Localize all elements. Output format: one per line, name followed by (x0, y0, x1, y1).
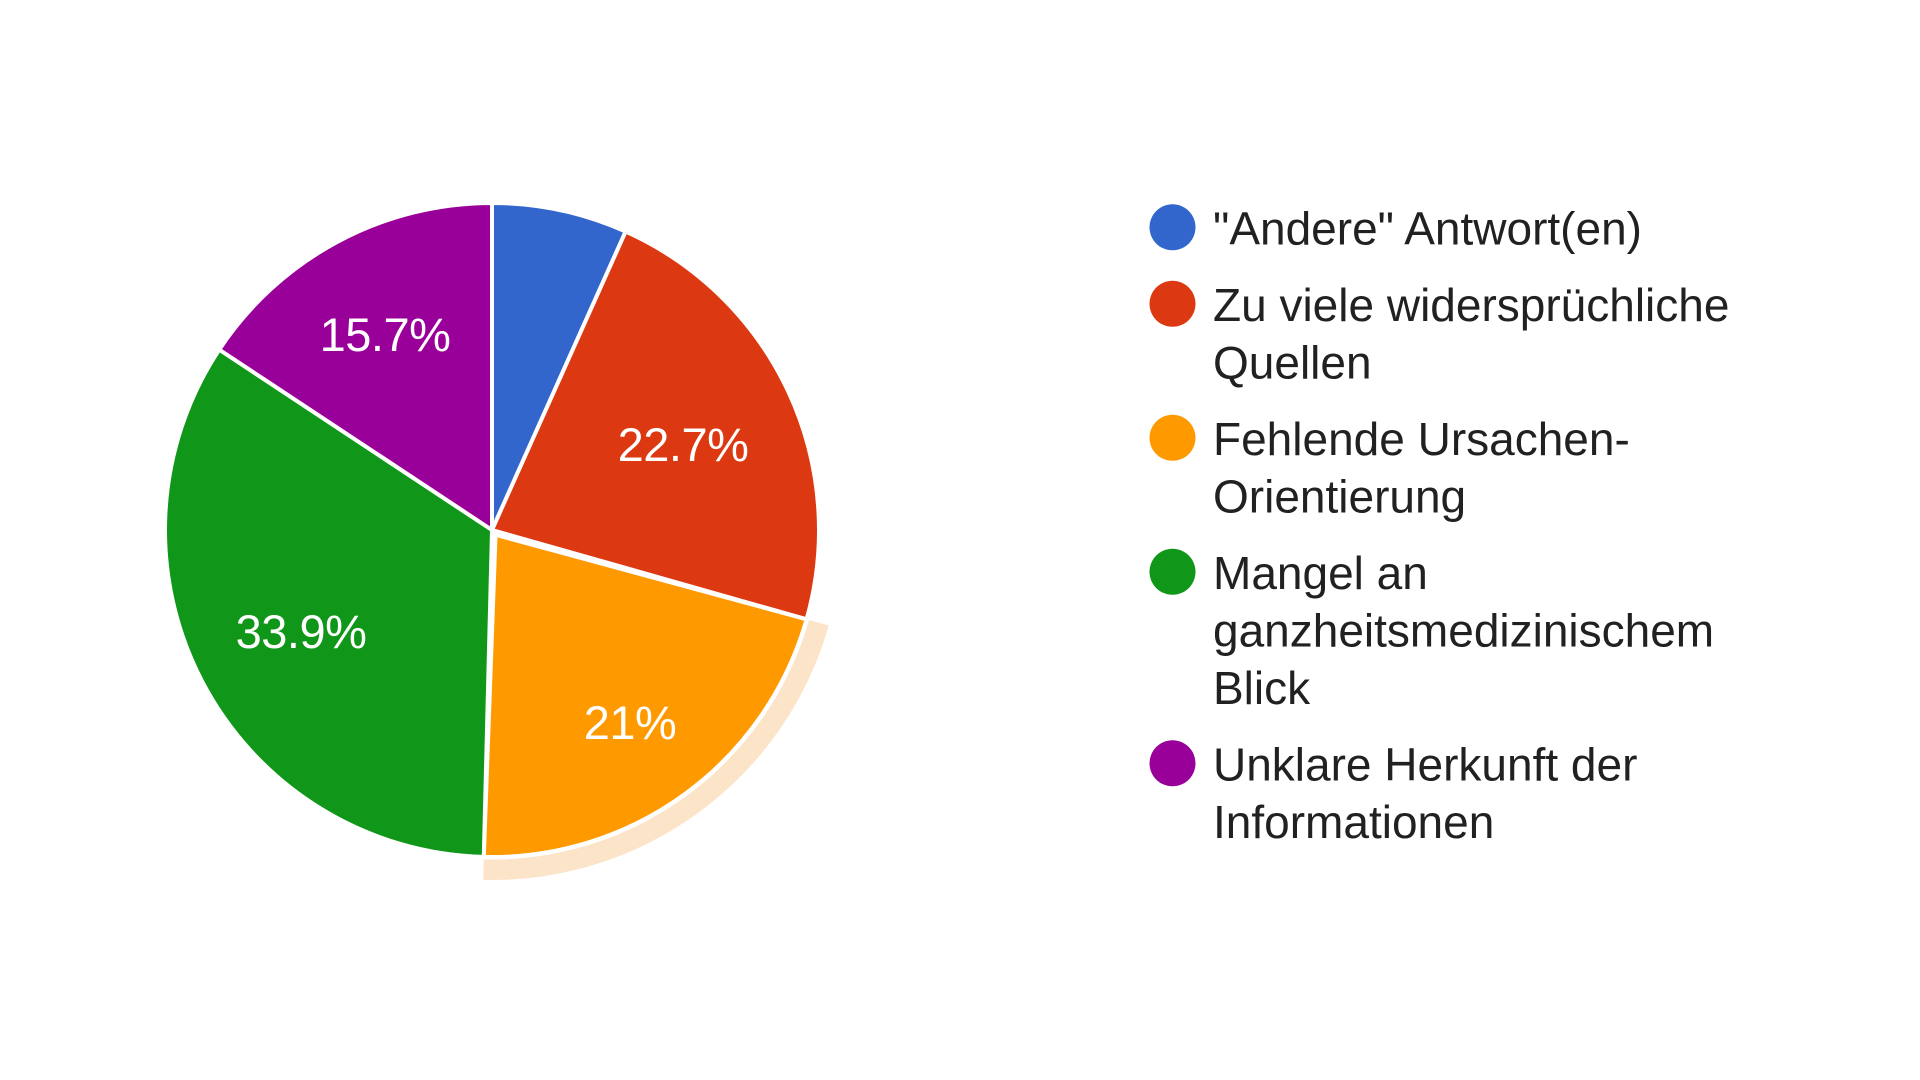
svg-text:Fehlende Ursachen-: Fehlende Ursachen- (1213, 413, 1630, 465)
svg-text:15.7%: 15.7% (320, 308, 451, 361)
svg-text:Informationen: Informationen (1213, 796, 1494, 848)
svg-text:Blick: Blick (1213, 662, 1311, 714)
svg-text:ganzheitsmedizinischem: ganzheitsmedizinischem (1213, 604, 1714, 656)
svg-text:Quellen: Quellen (1213, 336, 1372, 388)
svg-text:33.9%: 33.9% (236, 605, 367, 658)
svg-text:Zu viele widersprüchliche: Zu viele widersprüchliche (1213, 279, 1729, 331)
svg-text:21%: 21% (584, 696, 677, 749)
svg-text:22.7%: 22.7% (618, 418, 749, 471)
svg-text:Mangel an: Mangel an (1213, 547, 1428, 599)
svg-text:"Andere" Antwort(en): "Andere" Antwort(en) (1213, 202, 1642, 254)
svg-text:Unklare Herkunft der: Unklare Herkunft der (1213, 738, 1637, 790)
svg-text:Orientierung: Orientierung (1213, 470, 1466, 522)
